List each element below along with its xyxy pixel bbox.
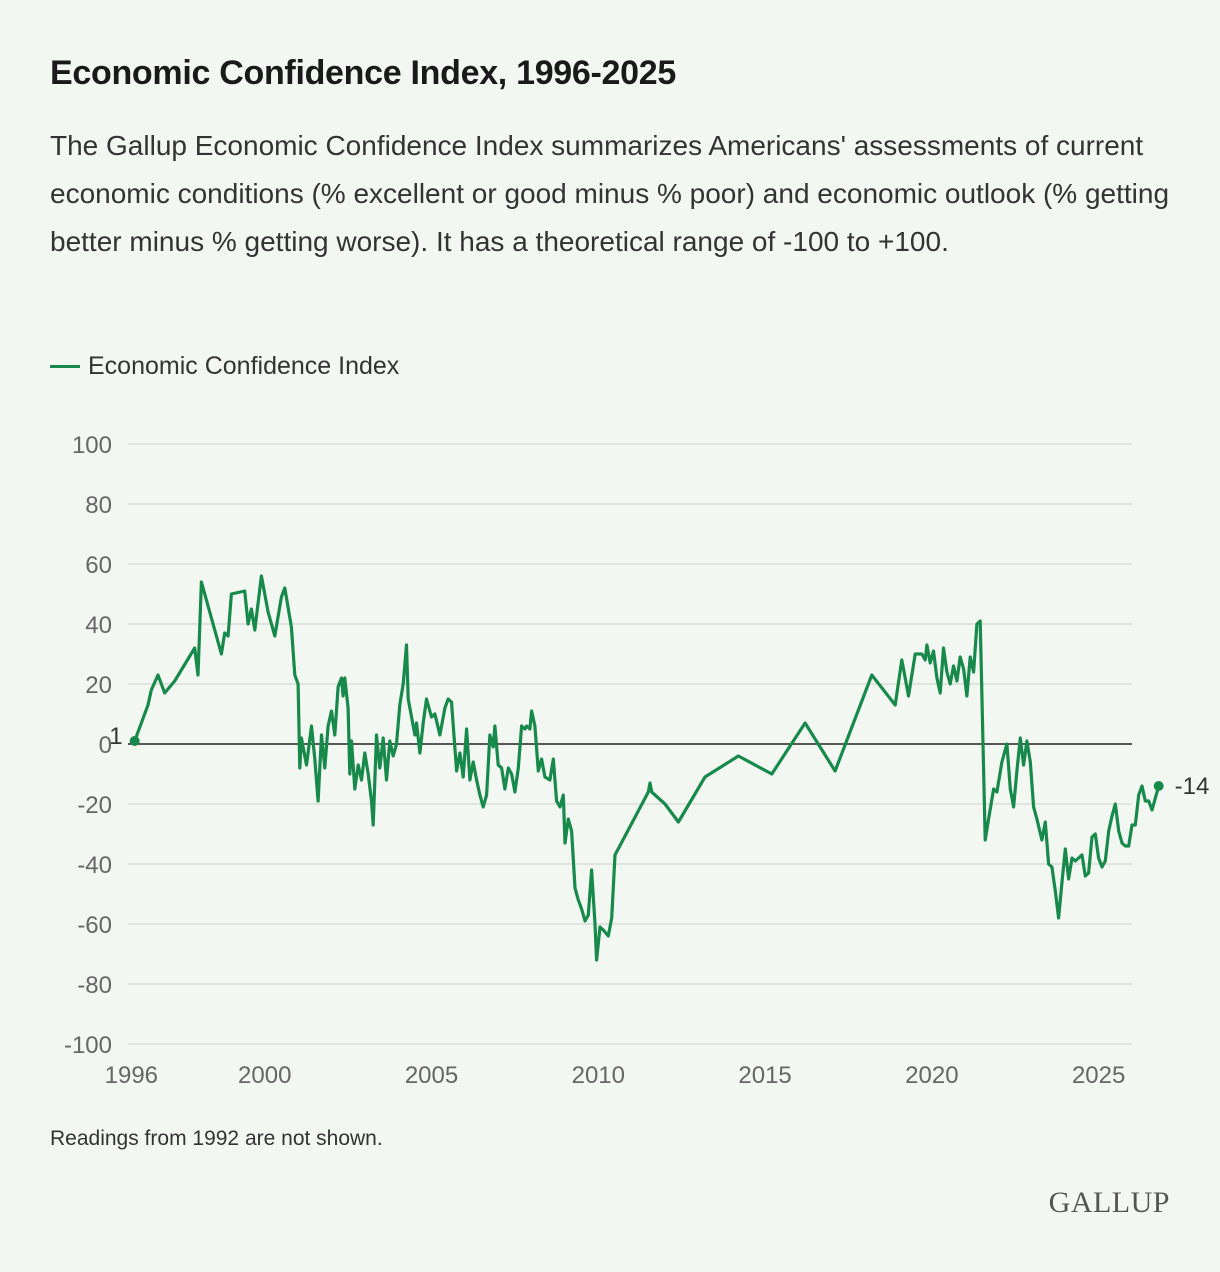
series-line xyxy=(133,574,1161,962)
gallup-logo: GALLUP xyxy=(1048,1186,1170,1219)
first-point-marker xyxy=(129,736,140,746)
y-tick-label: -60 xyxy=(77,912,112,939)
y-tick-label: 40 xyxy=(85,612,112,639)
legend-label: Economic Confidence Index xyxy=(88,352,400,380)
y-tick-label: 80 xyxy=(85,492,112,519)
x-tick-label: 2020 xyxy=(905,1062,958,1089)
footnote: Readings from 1992 are not shown. xyxy=(50,1127,383,1150)
x-tick-label: 2000 xyxy=(238,1062,291,1089)
y-tick-label: 0 xyxy=(99,732,112,759)
y-tick-label: 20 xyxy=(85,672,112,699)
y-tick-label: -40 xyxy=(77,852,112,879)
legend-swatch xyxy=(50,365,80,368)
x-tick-label: 1996 xyxy=(105,1062,158,1089)
x-tick-label: 2010 xyxy=(572,1062,625,1089)
x-tick-label: 2025 xyxy=(1072,1062,1125,1089)
last-point-label: -14 xyxy=(1175,773,1210,800)
x-tick-label: 2005 xyxy=(405,1062,458,1089)
line-chart: 100 80 60 40 20 0 -20 -40 -60 -80 -100 1996 2000 2005… xyxy=(64,432,1210,1089)
first-point-label: 1 xyxy=(109,723,122,750)
chart-title: Economic Confidence Index, 1996-2025 xyxy=(50,54,676,92)
y-tick-label: -80 xyxy=(77,972,112,999)
last-point-marker xyxy=(1153,781,1164,791)
y-tick-label: -100 xyxy=(64,1032,112,1059)
legend: Economic Confidence Index xyxy=(50,352,399,381)
x-tick-label: 2015 xyxy=(738,1062,791,1089)
chart-subtitle: The Gallup Economic Confidence Index sum… xyxy=(50,130,1170,257)
y-tick-label: -20 xyxy=(77,792,112,819)
y-tick-label: 100 xyxy=(72,432,112,459)
y-tick-label: 60 xyxy=(85,552,112,579)
